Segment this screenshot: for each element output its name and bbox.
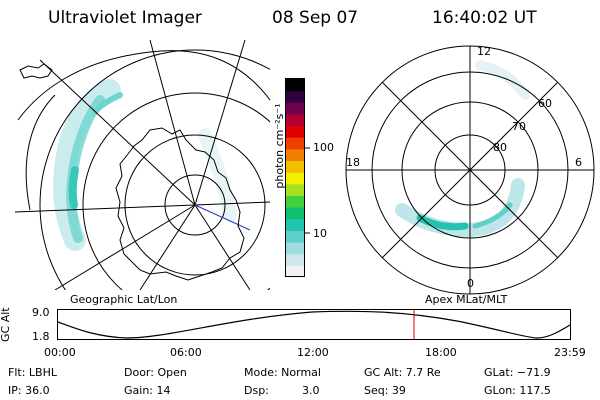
mlt-label-6: 6: [575, 156, 582, 169]
timeline-ytick-max: 9.0: [32, 306, 50, 319]
colorbar-segment: [286, 242, 304, 255]
coastline: [115, 127, 245, 281]
colorbar-segment: [286, 207, 304, 220]
instrument-title: Ultraviolet Imager: [48, 8, 202, 28]
apex-projection-label: Apex MLat/MLT: [425, 293, 508, 306]
colorbar-segment: [286, 137, 304, 150]
colorbar-segment: [286, 148, 304, 162]
colorbar-segment: [286, 253, 304, 266]
timeline-xtick-1800: 18:00: [425, 346, 457, 359]
altitude-timeline: [57, 309, 571, 340]
colorbar-segment: [286, 172, 304, 185]
mlt-label-18: 18: [346, 156, 360, 169]
mode-info: Mode: Normal: [244, 366, 321, 379]
gain-info: Gain: 14: [124, 384, 171, 397]
dsp-label: Dsp:: [244, 384, 269, 397]
colorbar-segment: [286, 195, 304, 208]
colorbar-segment: [286, 160, 304, 173]
glat-info: GLat: −71.9: [484, 366, 551, 379]
mlat-label-70: 70: [512, 120, 526, 133]
colorbar-segment: [286, 102, 304, 115]
mlat-label-80: 80: [493, 141, 507, 154]
door-info: Door: Open: [124, 366, 187, 379]
colorbar-segment: [286, 218, 304, 231]
timeline-ytick-min: 1.8: [32, 330, 50, 343]
timeline-axis-label: GC Alt: [0, 307, 12, 342]
colorbar-segment: [286, 79, 304, 92]
timeline-xtick-0000: 00:00: [44, 346, 76, 359]
gc-alt-info: GC Alt: 7.7 Re: [364, 366, 441, 379]
mlt-label-0: 0: [467, 277, 474, 290]
mlat-label-60: 60: [538, 97, 552, 110]
filter-info: Flt: LBHL: [8, 366, 57, 379]
seq-info: Seq: 39: [364, 384, 406, 397]
glon-info: GLon: 117.5: [484, 384, 551, 397]
colorbar-tick-10: 10: [313, 227, 327, 240]
colorbar-segment: [286, 230, 304, 243]
colorbar-segment: [286, 183, 304, 196]
ip-info: IP: 36.0: [8, 384, 50, 397]
colorbar-tick-100: 100: [313, 141, 334, 154]
geographic-map: [15, 40, 271, 290]
timeline-xtick-1200: 12:00: [297, 346, 329, 359]
colorbar-segment: [286, 265, 304, 278]
date-label: 08 Sep 07: [272, 8, 359, 28]
mlt-label-12: 12: [477, 45, 491, 58]
colorbar-segment: [286, 113, 304, 127]
colorbar-unit-label: photon cm⁻²s⁻¹: [273, 103, 286, 189]
timeline-xtick-2359: 23:59: [554, 346, 586, 359]
colorbar-segment: [286, 125, 304, 138]
colorbar: [285, 78, 310, 278]
aurora-emission-left: [53, 79, 237, 251]
timeline-xtick-0600: 06:00: [170, 346, 202, 359]
dsp-value: 3.0: [302, 384, 320, 397]
time-label: 16:40:02 UT: [432, 8, 537, 28]
colorbar-segment: [286, 90, 304, 103]
geographic-projection-label: Geographic Lat/Lon: [70, 293, 178, 306]
polar-mlat-mlt-map: [345, 45, 595, 295]
